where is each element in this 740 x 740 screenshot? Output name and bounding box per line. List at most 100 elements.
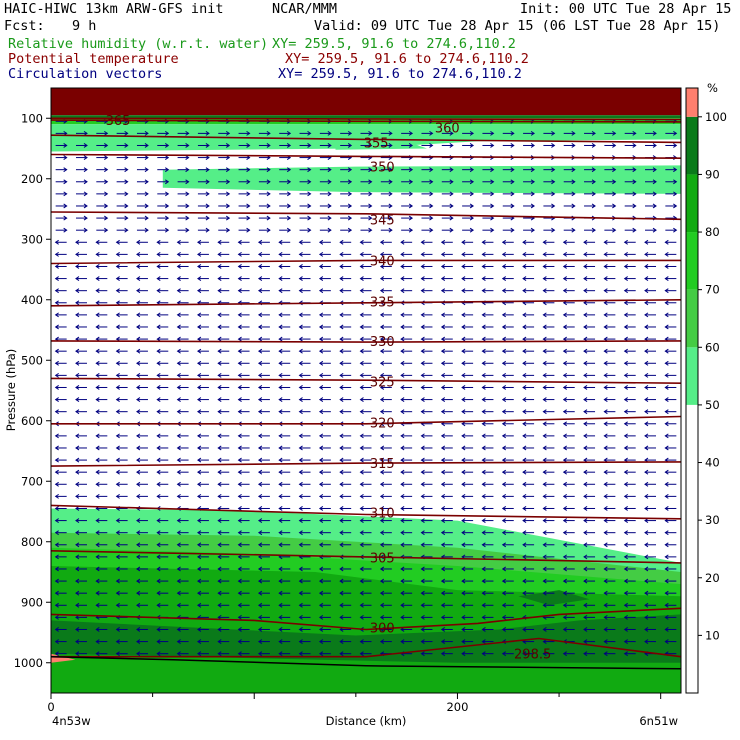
circulation-vector — [217, 397, 230, 402]
circulation-vector — [461, 288, 474, 294]
circulation-vector — [75, 554, 87, 560]
circulation-vector — [75, 627, 87, 632]
circulation-vector — [603, 627, 616, 632]
circulation-vector — [257, 614, 270, 620]
circulation-vector — [339, 651, 352, 657]
circulation-vector — [501, 445, 514, 451]
circulation-vector — [440, 324, 453, 330]
circulation-vector — [156, 264, 169, 269]
circulation-vector — [177, 143, 190, 148]
circulation-vector — [644, 590, 657, 596]
circulation-vector — [542, 360, 555, 366]
circulation-vector — [136, 215, 149, 221]
circulation-vector — [644, 614, 657, 620]
circulation-vector — [177, 167, 190, 173]
circulation-vector — [664, 348, 677, 354]
circulation-vector — [501, 590, 514, 596]
circulation-vector — [664, 372, 677, 378]
circulation-vector — [481, 372, 494, 378]
circulation-vector — [420, 493, 433, 499]
circulation-vector — [115, 397, 128, 402]
circulation-vector — [54, 554, 67, 560]
circulation-vector — [257, 590, 270, 596]
circulation-vector — [583, 312, 596, 318]
circulation-vector — [54, 348, 67, 354]
circulation-vector — [136, 130, 149, 136]
circulation-vector — [562, 276, 575, 281]
circulation-vector — [603, 300, 616, 306]
circulation-vector — [522, 469, 535, 475]
circulation-vector — [664, 481, 677, 487]
circulation-vector — [339, 276, 352, 281]
circulation-vector — [258, 167, 271, 173]
rh-region-100+-0 — [51, 88, 681, 116]
circulation-vector — [359, 264, 372, 269]
circulation-vector — [400, 590, 413, 596]
circulation-vector — [217, 651, 230, 657]
circulation-vector — [75, 372, 87, 378]
circulation-vector — [75, 493, 87, 499]
circulation-vector — [156, 360, 169, 366]
circulation-vector — [562, 433, 575, 439]
circulation-vector — [623, 276, 636, 281]
circulation-vector — [603, 554, 616, 560]
circulation-vector — [502, 143, 515, 148]
theta-label-320: 320 — [370, 417, 395, 432]
circulation-vector — [379, 312, 392, 318]
circulation-vector — [115, 578, 128, 584]
circulation-vector — [461, 312, 474, 318]
circulation-vector — [624, 143, 637, 148]
circulation-vector — [522, 385, 535, 390]
circulation-vector — [136, 518, 148, 523]
circulation-vector — [481, 590, 494, 596]
circulation-vector — [461, 542, 474, 548]
circulation-vector — [359, 288, 372, 294]
circulation-vector — [318, 264, 331, 269]
circulation-vector — [440, 457, 453, 463]
theta-label-298.5: 298.5 — [514, 648, 551, 663]
circulation-vector — [522, 566, 535, 572]
circulation-vector — [623, 324, 636, 330]
circulation-vector — [258, 227, 271, 233]
circulation-vector — [583, 651, 596, 657]
circulation-vector — [522, 542, 535, 548]
circulation-vector — [360, 130, 373, 136]
circulation-vector — [401, 179, 414, 185]
circulation-vector — [176, 433, 189, 439]
circulation-vector — [54, 506, 67, 511]
circulation-vector — [136, 336, 148, 342]
circulation-vector — [278, 433, 291, 439]
circulation-vector — [197, 215, 210, 221]
circulation-vector — [318, 409, 331, 415]
circulation-vector — [501, 602, 514, 608]
circulation-vector — [75, 433, 87, 439]
circulation-vector — [278, 590, 291, 596]
circulation-vector — [298, 397, 311, 402]
circulation-vector — [542, 276, 555, 281]
circulation-vector — [644, 409, 657, 415]
circulation-vector — [542, 481, 555, 487]
circulation-vector — [197, 372, 209, 378]
circulation-vector — [257, 372, 270, 378]
circulation-vector — [156, 288, 169, 294]
circulation-vector — [441, 203, 454, 209]
circulation-vector — [584, 203, 596, 209]
colorbar-label-40: 40 — [705, 456, 720, 470]
circulation-vector — [278, 336, 291, 342]
circulation-vector — [278, 614, 291, 620]
circulation-vector — [542, 397, 555, 402]
circulation-vector — [359, 385, 372, 390]
circulation-vector — [319, 215, 332, 221]
y-tick-label-300: 300 — [21, 232, 43, 246]
circulation-vector — [340, 179, 353, 185]
circulation-vector — [583, 239, 596, 245]
circulation-vector — [279, 130, 292, 136]
circulation-vector — [197, 639, 209, 644]
theta-contour-300 — [50, 607, 682, 631]
circulation-vector — [623, 651, 636, 657]
circulation-vector — [75, 566, 87, 572]
circulation-vector — [96, 191, 109, 197]
circulation-vector — [237, 324, 250, 330]
circulation-vector — [95, 566, 108, 572]
circulation-vector — [461, 578, 474, 584]
